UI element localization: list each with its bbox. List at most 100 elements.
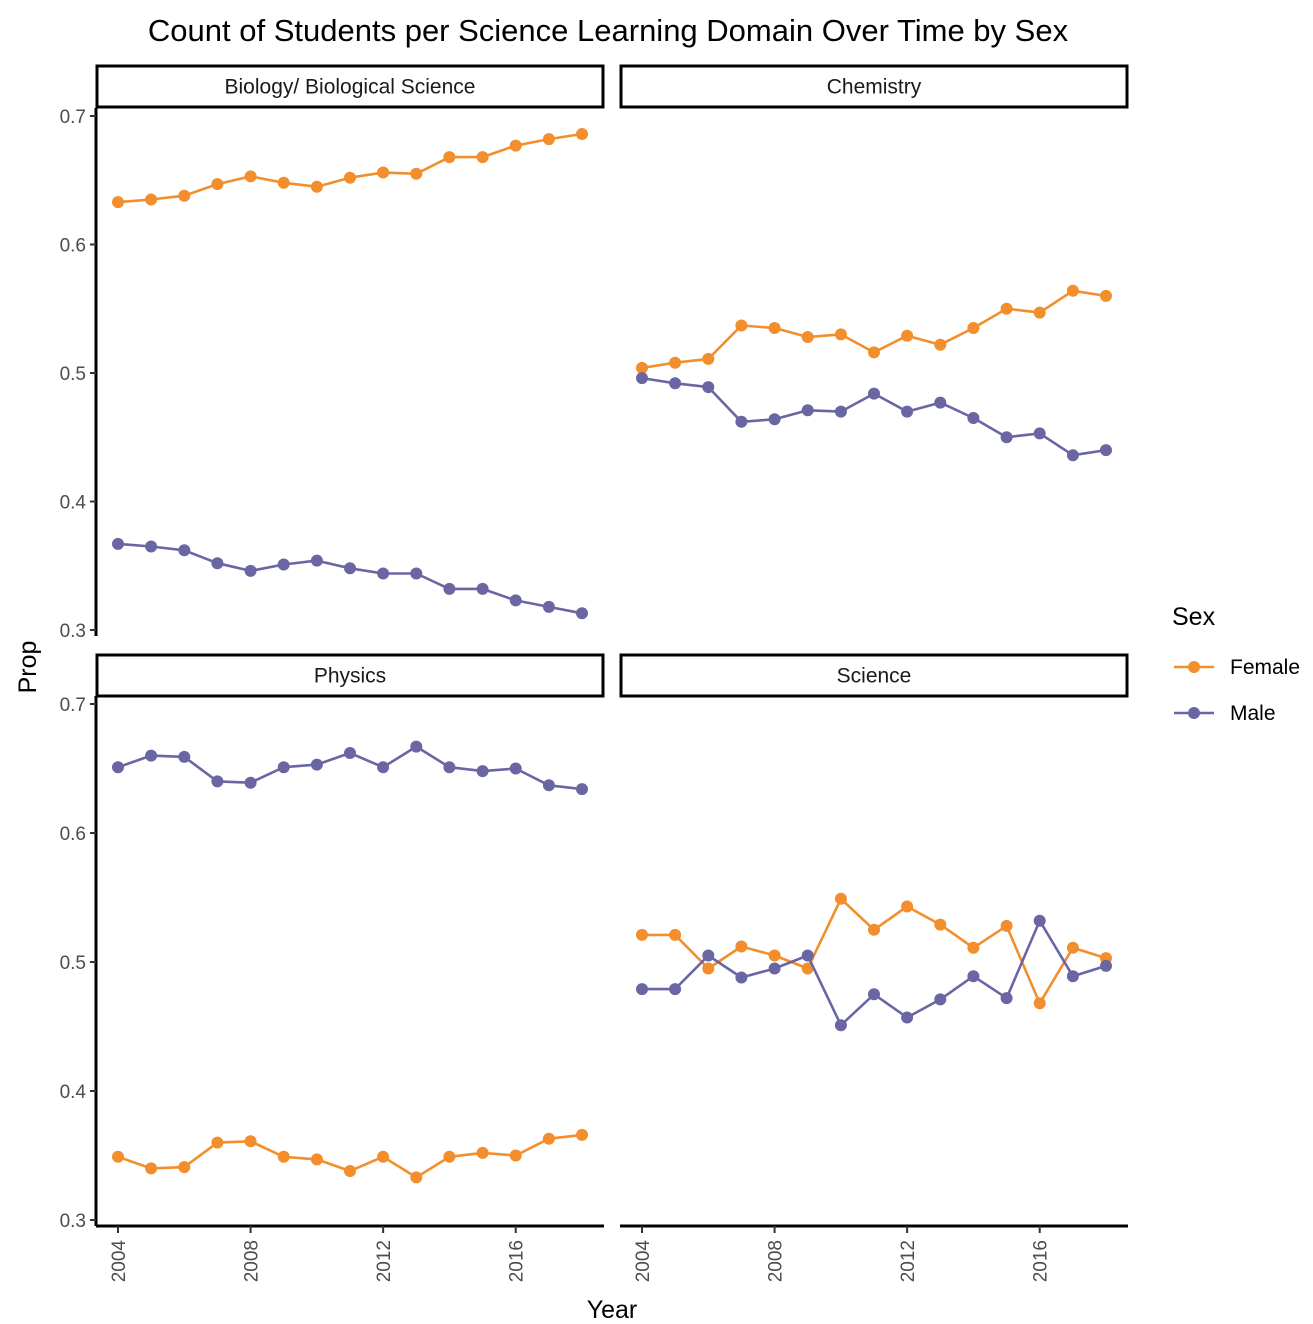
data-point-male (636, 372, 648, 385)
data-point-female (735, 940, 748, 953)
data-point-female (1000, 919, 1013, 932)
data-point-female (768, 949, 781, 962)
data-point-female (443, 151, 456, 164)
data-point-male (735, 415, 748, 428)
data-point-male (145, 540, 158, 553)
y-tick-label: 0.3 (60, 1211, 86, 1232)
data-point-male (834, 1019, 847, 1032)
legend-item-male: Male (1174, 702, 1276, 725)
data-point-male (542, 779, 555, 792)
data-point-female (542, 1132, 555, 1145)
data-point-female (834, 328, 847, 341)
data-point-male (112, 537, 124, 550)
data-point-female (344, 1165, 356, 1177)
chart-panels: Biology/ Biological Science 0.3 0.4 0.5 0.6 0… (60, 64, 1129, 1282)
data-point-male (768, 962, 781, 975)
panel-biology-biological-science: Biology/ Biological Science 0.3 0.4 0.5 0.6 0… (60, 64, 605, 642)
data-point-female (443, 1150, 456, 1163)
data-point-male (178, 750, 191, 763)
data-point-male (443, 582, 456, 595)
legend-key-point (1188, 707, 1200, 719)
data-point-female (1066, 284, 1079, 297)
data-point-male (768, 413, 781, 426)
data-point-male (1066, 449, 1079, 462)
facet-strip (95, 653, 605, 698)
data-point-male (934, 993, 947, 1006)
y-tick-label: 0.6 (60, 824, 86, 845)
y-axis-title: Prop (14, 641, 42, 694)
data-point-male (801, 949, 814, 962)
data-point-male (377, 567, 390, 580)
legend-title: Sex (1172, 603, 1216, 631)
data-point-female (145, 1162, 158, 1175)
data-point-female (576, 1128, 588, 1141)
data-point-male (310, 554, 323, 567)
legend-key-point (1188, 661, 1200, 673)
data-point-female (244, 170, 257, 183)
facet-strip (619, 653, 1129, 698)
data-point-male (244, 776, 257, 789)
data-point-male (1033, 427, 1046, 440)
x-tick-label: 2012 (898, 1240, 919, 1282)
y-tick-label: 0.6 (60, 236, 86, 257)
y-tick-label: 0.4 (60, 1082, 87, 1103)
y-tick-label: 0.4 (60, 493, 87, 514)
data-point-male (1000, 431, 1013, 444)
data-point-female (967, 322, 980, 334)
y-tick-label: 0.7 (60, 695, 86, 716)
data-point-female (509, 1149, 522, 1162)
data-point-male (476, 765, 489, 778)
data-point-male (576, 607, 588, 620)
data-point-female (277, 1150, 290, 1163)
data-point-female (377, 1150, 390, 1163)
data-point-female (1066, 941, 1079, 954)
data-point-male (211, 557, 224, 570)
data-point-female (145, 193, 158, 206)
data-point-female (735, 319, 748, 332)
data-point-female (801, 331, 814, 343)
data-point-female (310, 1153, 323, 1166)
data-point-male (1066, 970, 1079, 983)
data-point-male (702, 381, 715, 394)
data-point-female (542, 133, 555, 146)
data-point-female (377, 166, 390, 179)
data-point-female (476, 151, 489, 164)
data-point-female (934, 338, 947, 351)
data-point-female (834, 892, 847, 905)
data-point-male (669, 377, 682, 390)
x-tick-label: 2016 (1031, 1240, 1052, 1282)
y-tick-label: 0.5 (60, 953, 86, 974)
data-point-male (1033, 914, 1046, 927)
data-point-male (834, 405, 847, 418)
data-point-female (410, 1171, 423, 1184)
data-point-male (868, 387, 880, 400)
data-point-female (934, 918, 947, 931)
data-point-female (901, 900, 914, 913)
legend-label: Female (1230, 656, 1300, 679)
data-point-female (344, 171, 356, 184)
data-point-female (178, 189, 191, 202)
data-point-male (967, 970, 980, 983)
data-point-female (1033, 997, 1046, 1010)
data-point-male (735, 971, 748, 984)
legend: Sex Female Male (1172, 603, 1300, 725)
data-point-male (277, 761, 290, 774)
y-tick-label: 0.7 (60, 107, 86, 128)
data-point-female (244, 1135, 257, 1148)
data-point-male (868, 988, 880, 1001)
data-point-male (410, 567, 423, 580)
data-point-male (211, 775, 224, 788)
data-point-male (509, 762, 522, 775)
data-point-female (702, 352, 715, 365)
data-point-female (112, 1150, 124, 1163)
legend-item-female: Female (1174, 656, 1300, 679)
data-point-female (410, 167, 423, 180)
data-point-female (277, 176, 290, 189)
data-point-male (1100, 444, 1112, 457)
x-tick-label: 2008 (766, 1240, 787, 1282)
data-point-male (1100, 959, 1112, 972)
data-point-male (702, 949, 715, 962)
data-point-female (1033, 306, 1046, 319)
data-point-female (476, 1146, 489, 1159)
data-point-male (178, 544, 191, 557)
